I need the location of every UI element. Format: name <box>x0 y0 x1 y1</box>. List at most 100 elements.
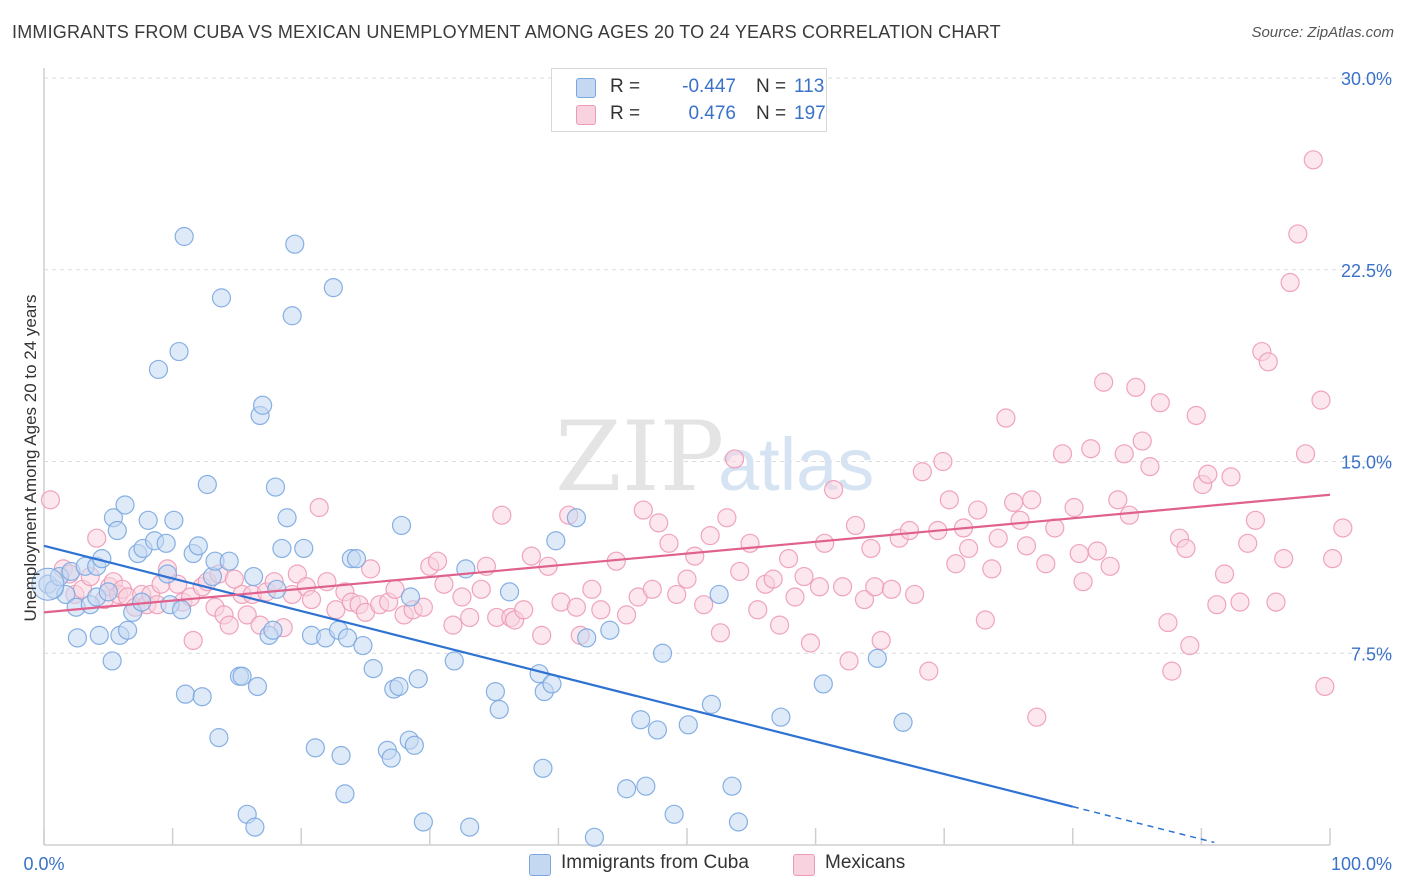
data-point-mexicans <box>183 630 203 651</box>
data-point-mexicans <box>633 500 653 520</box>
data-point-mexicans <box>591 600 611 620</box>
data-point-mexicans <box>748 600 768 620</box>
data-point-cuba <box>115 495 135 515</box>
data-point-cuba <box>323 278 343 298</box>
data-point-mexicans <box>919 661 939 681</box>
data-point-mexicans <box>871 630 891 651</box>
data-point-cuba <box>253 395 273 415</box>
data-point-mexicans <box>710 623 731 643</box>
data-point-cuba <box>247 676 268 697</box>
data-point-mexicans <box>1280 272 1300 293</box>
data-point-cuba <box>294 538 314 559</box>
data-point-cuba <box>232 666 252 686</box>
data-point-cuba <box>335 784 355 804</box>
data-point-mexicans <box>899 520 920 541</box>
data-point-cuba <box>413 812 433 832</box>
axes <box>43 68 1331 846</box>
data-point-cuba <box>337 628 358 648</box>
data-point-cuba <box>391 515 412 536</box>
bottom-legend-swatch-cuba <box>529 854 551 876</box>
data-point-mexicans <box>1150 393 1170 413</box>
data-point-mexicans <box>845 515 866 536</box>
data-point-mexicans <box>582 579 602 599</box>
data-point-cuba <box>652 643 673 663</box>
data-point-mexicans <box>968 500 988 520</box>
chart-title: IMMIGRANTS FROM CUBA VS MEXICAN UNEMPLOY… <box>12 22 1001 42</box>
data-point-cuba <box>460 817 480 837</box>
data-point-mexicans <box>1064 497 1084 518</box>
data-point-mexicans <box>1119 505 1139 525</box>
data-point-mexicans <box>996 408 1016 428</box>
data-point-cuba <box>305 738 325 758</box>
data-point-mexicans <box>566 597 587 617</box>
y-tick-label: 15.0% <box>1341 453 1392 473</box>
data-point-mexicans <box>1027 707 1047 727</box>
data-point-mexicans <box>959 538 979 559</box>
data-point-mexicans <box>649 513 669 533</box>
data-point-cuba <box>489 699 509 720</box>
data-point-mexicans <box>460 607 480 628</box>
data-point-cuba <box>408 669 428 689</box>
data-point-cuba <box>107 520 127 541</box>
y-axis-label: Unemployment Among Ages 20 to 24 years <box>21 295 40 622</box>
data-point-mexicans <box>1266 592 1286 612</box>
data-point-mexicans <box>982 559 1002 579</box>
data-point-cuba <box>211 288 232 308</box>
data-point-cuba <box>636 776 656 796</box>
data-point-mexicans <box>1274 549 1294 569</box>
data-point-mexicans <box>912 462 932 482</box>
data-point-mexicans <box>434 574 454 594</box>
legend-r-value: -0.447 <box>682 76 736 97</box>
data-point-mexicans <box>694 595 714 615</box>
data-point-cuba <box>282 306 302 326</box>
data-point-mexicans <box>1108 490 1128 510</box>
legend-swatch-mexicans <box>576 105 596 125</box>
data-point-cuba <box>813 674 833 694</box>
data-point-mexicans <box>532 625 552 645</box>
data-point-mexicans <box>427 551 448 571</box>
data-point-mexicans <box>1114 444 1134 464</box>
data-point-mexicans <box>800 633 821 653</box>
data-point-mexicans <box>815 533 835 553</box>
data-point-mexicans <box>1295 444 1316 464</box>
data-point-mexicans <box>763 569 783 589</box>
data-point-cuba <box>174 226 194 247</box>
correlation-legend: R = -0.447 N = 113 R = 0.476 N = 197 <box>551 68 827 132</box>
data-point-cuba <box>219 551 239 571</box>
data-point-mexicans <box>1022 490 1042 510</box>
data-point-mexicans <box>1087 541 1107 561</box>
data-point-cuba <box>272 538 292 559</box>
bottom-legend-label-mexicans: Mexicans <box>825 852 906 873</box>
data-point-mexicans <box>471 579 491 599</box>
data-point-cuba <box>389 676 409 697</box>
y-tick-label: 7.5% <box>1351 644 1392 664</box>
data-point-cuba <box>263 620 283 640</box>
data-point-cuba <box>722 776 742 796</box>
data-point-mexicans <box>785 587 805 607</box>
data-point-mexicans <box>87 528 107 548</box>
data-point-cuba <box>728 812 749 832</box>
data-point-cuba <box>138 510 158 530</box>
data-point-mexicans <box>1180 635 1200 656</box>
data-point-cuba <box>363 658 383 679</box>
data-point-mexicans <box>224 569 244 589</box>
data-point-mexicans <box>443 615 463 635</box>
data-point-cuba <box>546 531 566 551</box>
data-point-cuba <box>664 804 684 824</box>
data-point-mexicans <box>1258 352 1278 372</box>
bottom-legend-swatch-mexicans <box>793 854 815 876</box>
data-point-cuba <box>98 582 118 602</box>
data-point-mexicans <box>1221 467 1241 487</box>
trend-line-mexicans <box>43 493 1331 614</box>
data-point-cuba <box>197 474 217 495</box>
data-point-mexicans <box>1322 549 1343 569</box>
legend-n-label: N = <box>756 103 787 124</box>
data-point-cuba <box>631 710 651 730</box>
data-point-mexicans <box>1081 439 1101 459</box>
data-point-cuba <box>709 584 729 605</box>
data-point-cuba <box>157 564 178 584</box>
data-point-mexicans <box>975 610 995 630</box>
data-point-mexicans <box>1045 518 1065 538</box>
data-point-cuba <box>164 510 184 530</box>
data-point-mexicans <box>778 549 799 569</box>
